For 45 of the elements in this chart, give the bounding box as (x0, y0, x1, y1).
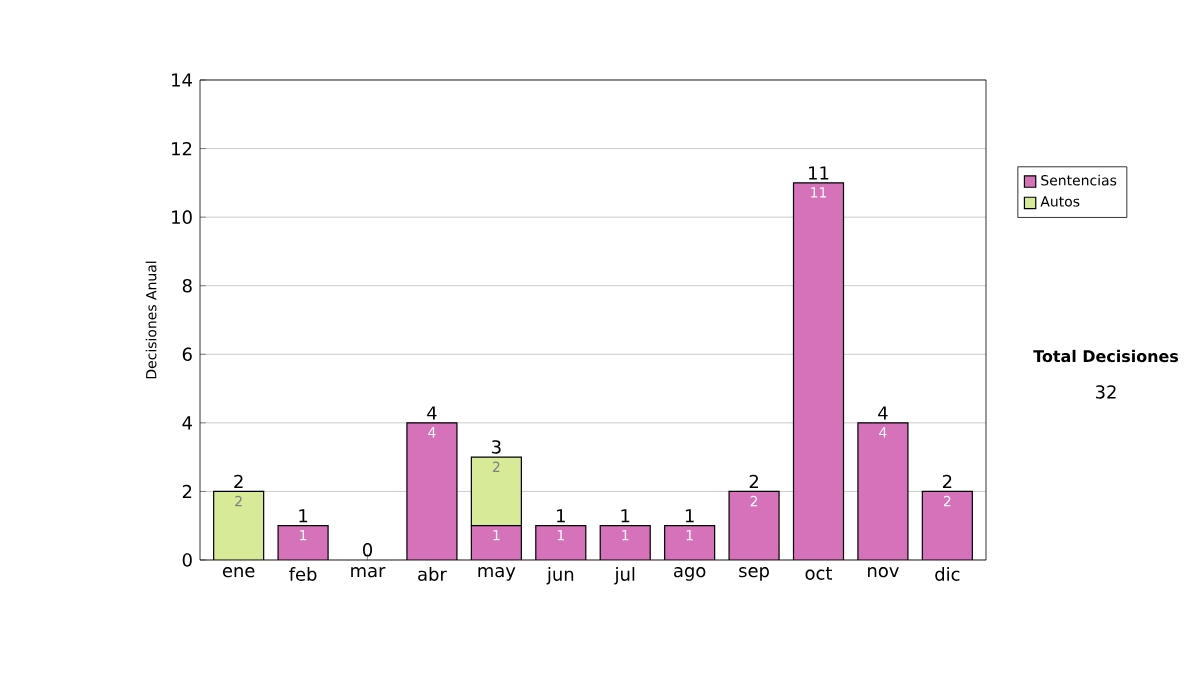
bar (406, 422, 458, 560)
bar (213, 491, 264, 560)
x-tick-label: jun (546, 567, 574, 585)
total-label: 3 (492, 440, 501, 454)
total-label: 0 (363, 543, 373, 557)
y-tick-label: 8 (182, 278, 192, 293)
x-tick-label: oct (805, 567, 832, 580)
x-tick-label: ene (222, 567, 255, 578)
bar (535, 525, 587, 560)
x-tick-label: abr (418, 567, 447, 581)
x-tick-label: feb (289, 567, 317, 581)
total-label: 1 (299, 509, 308, 523)
bar (792, 182, 845, 560)
y-tick-label: 0 (182, 553, 192, 567)
x-tick-label: ago (674, 567, 706, 581)
y-tick-label: 4 (182, 416, 192, 430)
total-label: 2 (749, 474, 758, 489)
y-tick-label: 12 (172, 141, 192, 156)
bar (470, 456, 522, 527)
y-tick-label: 6 (182, 347, 192, 362)
x-tick-label: nov (868, 567, 899, 578)
total-label: 1 (621, 509, 630, 523)
total-label: 4 (427, 406, 437, 420)
total-label: 11 (809, 166, 829, 180)
bar (599, 525, 651, 560)
bar (728, 490, 780, 560)
bar (921, 490, 973, 560)
total-label: 2 (234, 474, 243, 489)
bar (664, 525, 716, 560)
total-label: 1 (557, 509, 565, 523)
x-tick-label: sep (739, 567, 769, 581)
total-label: 1 (685, 509, 694, 523)
total-label: 2 (942, 474, 952, 489)
x-tick-label: dic (935, 567, 960, 581)
x-tick-label: may (478, 567, 516, 581)
bar (470, 525, 522, 560)
text: 32 (1095, 385, 1116, 399)
total-label: 4 (878, 406, 888, 420)
x-tick-label: mar (351, 567, 386, 578)
bar (278, 525, 329, 560)
bar (857, 422, 909, 560)
y-tick-label: 10 (172, 210, 192, 224)
x-tick-label: jul (614, 567, 635, 585)
y-tick-label: 2 (182, 484, 192, 499)
y-tick-label: 14 (172, 73, 192, 87)
